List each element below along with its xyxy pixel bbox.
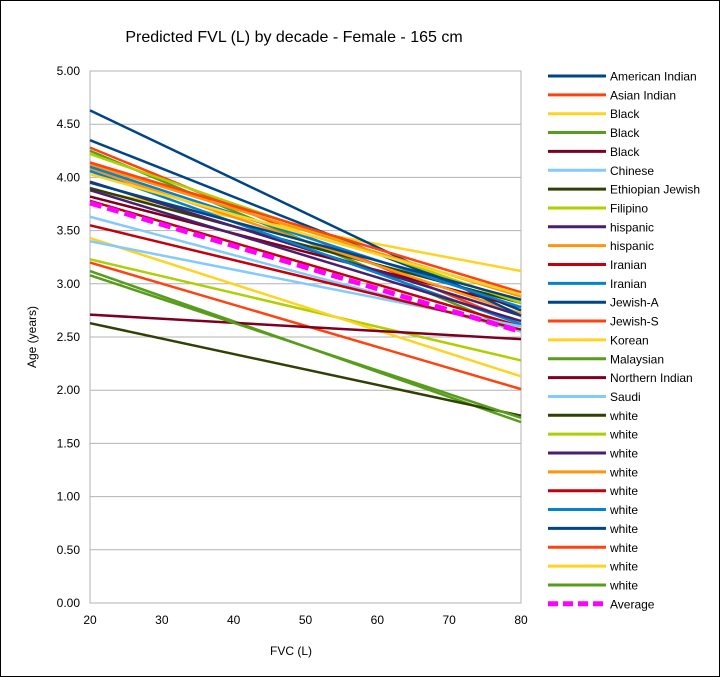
y-tick-label: 3.50 <box>57 224 81 238</box>
series-line-21 <box>89 188 522 323</box>
series-line-25 <box>89 181 522 301</box>
legend-label-2: Asian Indian <box>610 88 676 102</box>
y-tick-label: 4.50 <box>57 117 81 131</box>
series-line-28 <box>89 274 522 420</box>
legend-label-19: white <box>609 409 638 423</box>
x-axis-label: FVC (L) <box>270 644 312 658</box>
legend-label-13: Jewish-A <box>610 296 659 310</box>
legend-label-14: Jewish-S <box>610 315 659 329</box>
series-line-23 <box>89 224 522 331</box>
legend-label-7: Ethiopian Jewish <box>610 183 700 197</box>
legend-label-1: American Indian <box>610 70 697 84</box>
y-axis-label: Age (years) <box>25 306 39 368</box>
legend-label-9: hispanic <box>610 220 654 234</box>
series-line-26 <box>89 161 522 294</box>
x-tick-label: 60 <box>371 613 385 627</box>
y-tick-label: 3.00 <box>57 277 81 291</box>
series-lines <box>89 109 522 424</box>
legend-label-18: Saudi <box>610 390 641 404</box>
y-tick-label: 1.50 <box>57 436 81 450</box>
plot-area-border <box>89 70 522 604</box>
legend-label-24: white <box>609 503 638 517</box>
legend-label-29: Average <box>610 597 655 611</box>
legend-label-8: Filipino <box>610 201 648 215</box>
series-line-8 <box>89 258 522 362</box>
y-tick-label: 4.00 <box>57 170 81 184</box>
legend-label-28: white <box>609 578 638 592</box>
series-line-15 <box>89 236 522 378</box>
legend-label-25: white <box>609 522 638 536</box>
series-line-11 <box>89 199 522 328</box>
y-tick-label: 2.50 <box>57 330 81 344</box>
series-line-17 <box>89 313 522 341</box>
legend-label-22: white <box>609 465 638 479</box>
x-tick-label: 40 <box>227 613 241 627</box>
legend-label-16: Malaysian <box>610 352 664 366</box>
legend-label-3: Black <box>610 107 640 121</box>
legend-label-11: Iranian <box>610 258 647 272</box>
y-tick-label: 1.00 <box>57 490 81 504</box>
series-line-29 <box>89 200 522 335</box>
legend-label-17: Northern Indian <box>610 371 693 385</box>
x-tick-label: 30 <box>155 613 169 627</box>
series-line-27 <box>89 173 522 296</box>
legend-label-15: Korean <box>610 333 649 347</box>
legend-label-26: white <box>609 541 638 555</box>
legend-label-10: hispanic <box>610 239 654 253</box>
y-axis-tick-labels: 0.00 0.50 1.00 1.50 2.00 2.50 3.00 3.50 4.00 4.50… <box>57 64 81 610</box>
legend-label-27: white <box>609 560 638 574</box>
x-tick-label: 50 <box>299 613 313 627</box>
legend-label-5: Black <box>610 145 640 159</box>
x-tick-label: 80 <box>514 613 528 627</box>
legend-label-4: Black <box>610 126 640 140</box>
legend-label-6: Chinese <box>610 164 654 178</box>
legend-label-21: white <box>609 447 638 461</box>
x-tick-label: 20 <box>83 613 97 627</box>
legend-label-20: white <box>609 428 638 442</box>
y-tick-label: 5.00 <box>57 64 81 78</box>
y-tick-label: 0.00 <box>57 596 81 610</box>
y-tick-label: 0.50 <box>57 543 81 557</box>
x-axis-tick-labels: 20 30 40 50 60 70 80 <box>83 613 528 627</box>
series-line-24 <box>89 165 522 309</box>
legend: American Indian Asian Indian Black Black Bla… <box>548 70 700 611</box>
series-line-19 <box>89 321 522 417</box>
legend-label-23: white <box>609 484 638 498</box>
y-tick-label: 2.00 <box>57 383 81 397</box>
x-tick-label: 70 <box>442 613 456 627</box>
legend-label-12: Iranian <box>610 277 647 291</box>
chart-title: Predicted FVL (L) by decade - Female - 1… <box>125 29 462 46</box>
